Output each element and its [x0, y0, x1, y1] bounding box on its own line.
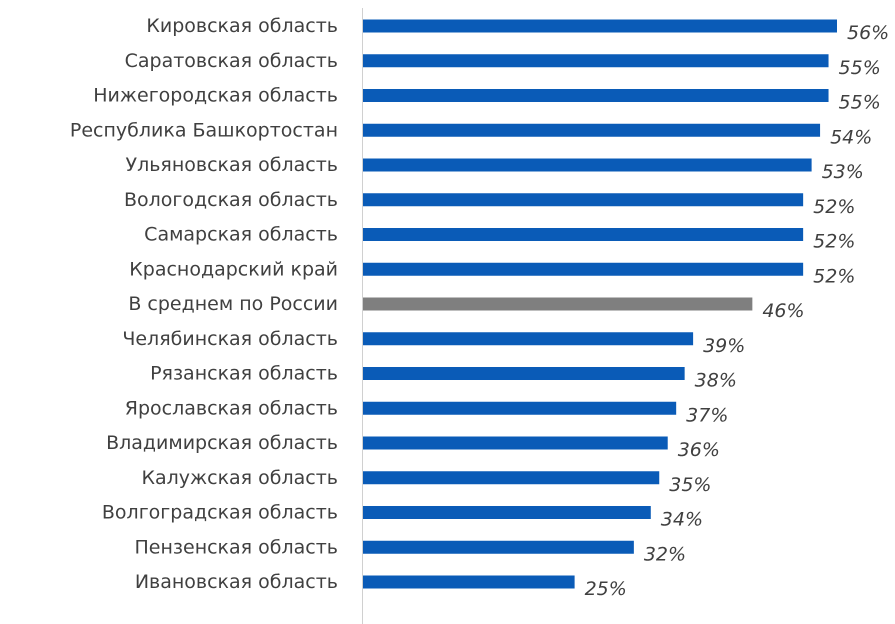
category-label: Саратовская область	[125, 50, 338, 72]
value-labels: 56% 55% 55% 54% 53% 52% 52% 52% 46% 39% 38% 37% 36% 3…	[585, 22, 890, 600]
value-label: 55%	[839, 57, 881, 79]
bar	[363, 262, 804, 276]
value-label: 46%	[762, 300, 804, 322]
category-label: Калужская область	[141, 467, 338, 489]
category-label: Нижегородская область	[93, 85, 338, 107]
value-label: 35%	[669, 474, 711, 496]
category-label: Владимирская область	[106, 432, 338, 454]
bar	[363, 228, 804, 241]
category-label: Ивановская область	[135, 571, 338, 593]
category-label: Волгоградская область	[102, 502, 338, 524]
bar	[363, 193, 804, 207]
value-label: 52%	[813, 231, 855, 253]
category-label: Самарская область	[144, 224, 338, 246]
value-label: 53%	[822, 161, 864, 183]
category-label: Республика Башкортостан	[70, 119, 338, 141]
bar	[363, 367, 685, 380]
bar	[363, 332, 694, 346]
bar	[363, 471, 660, 485]
bar	[363, 158, 812, 172]
value-label: 37%	[686, 404, 728, 426]
value-label: 54%	[830, 126, 872, 148]
value-label: 56%	[847, 22, 889, 44]
value-label: 36%	[678, 439, 720, 461]
bar	[363, 436, 668, 450]
category-label: В среднем по России	[128, 293, 338, 315]
category-label: Ярославская область	[125, 397, 338, 419]
value-label: 34%	[661, 509, 703, 531]
bar	[363, 123, 821, 137]
value-label: 55%	[839, 92, 881, 114]
value-label: 39%	[703, 335, 745, 357]
value-label: 52%	[813, 265, 855, 287]
category-label: Кировская область	[146, 15, 338, 37]
value-label: 32%	[644, 543, 686, 565]
bar	[363, 540, 634, 554]
bar	[363, 575, 575, 589]
bar	[363, 297, 753, 311]
category-label: Пензенская область	[135, 536, 339, 558]
bar	[363, 89, 829, 102]
bar	[363, 401, 677, 415]
category-label: Краснодарский край	[129, 258, 338, 280]
bars	[363, 19, 837, 589]
bar	[363, 19, 837, 33]
category-label: Вологодская область	[124, 189, 338, 211]
category-label: Челябинская область	[122, 328, 338, 350]
bar	[363, 506, 651, 519]
value-label: 38%	[695, 370, 737, 392]
value-label: 25%	[585, 578, 627, 600]
bar	[363, 54, 829, 68]
value-label: 52%	[813, 196, 855, 218]
category-labels: Кировская область Саратовская область Ниже…	[70, 15, 338, 593]
category-label: Рязанская область	[150, 363, 338, 385]
category-label: Ульяновская область	[126, 154, 338, 176]
